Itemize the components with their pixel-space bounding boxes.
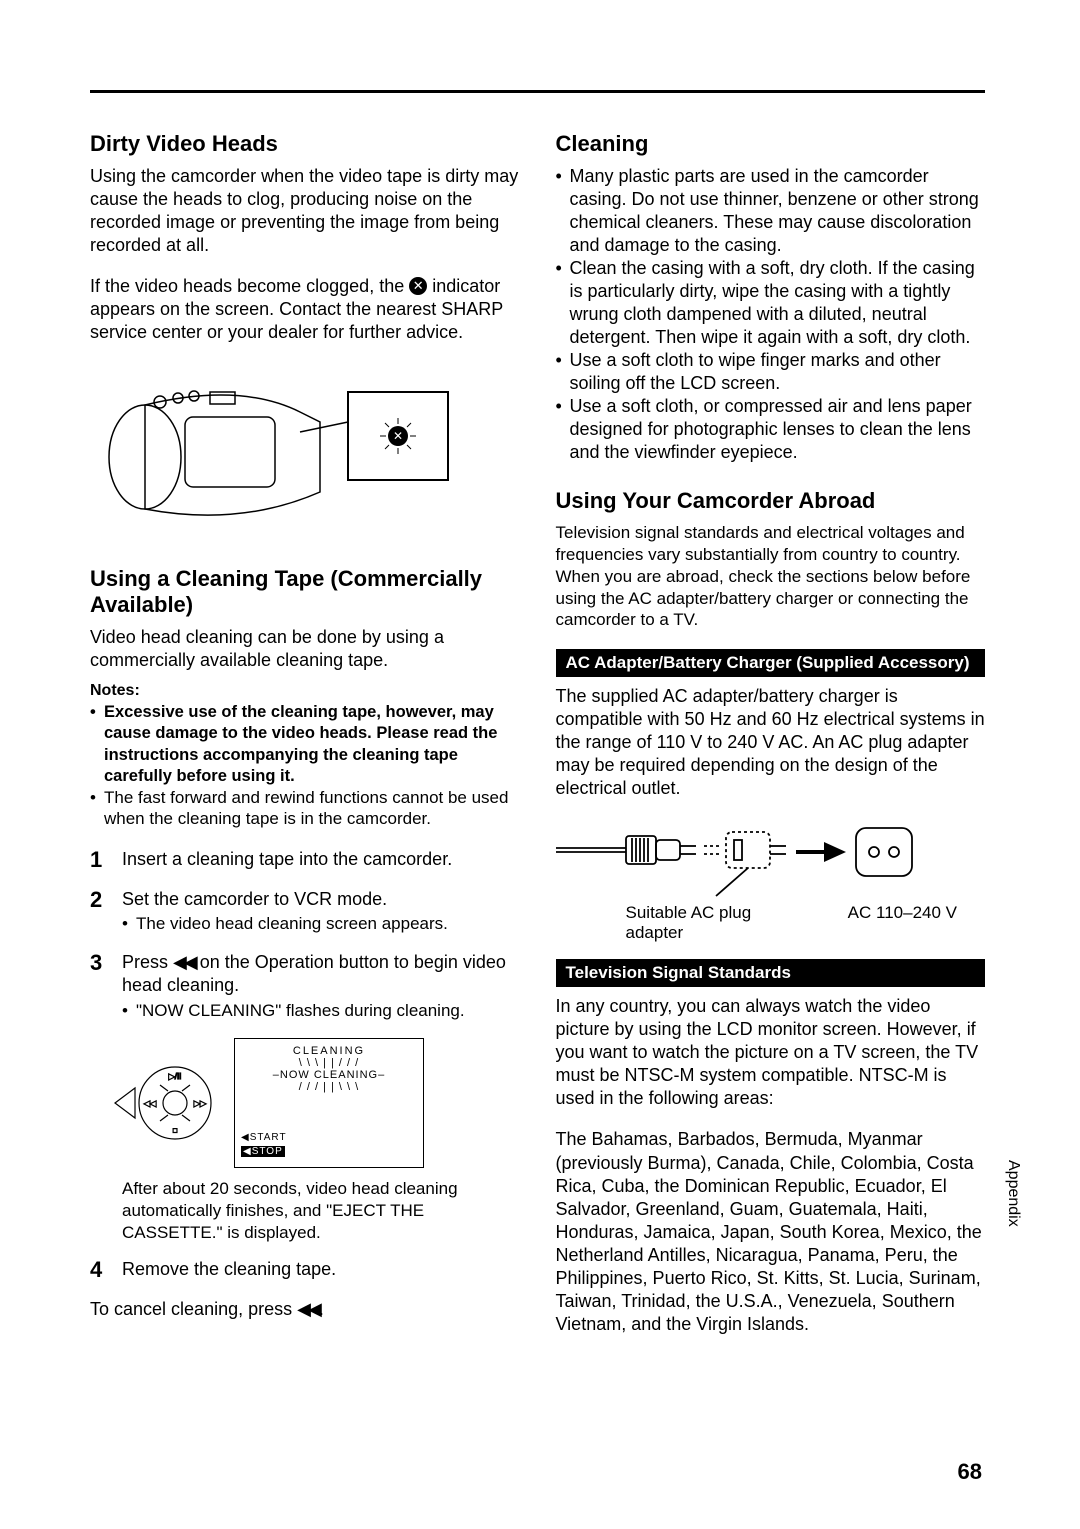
- lcd-cleaning-text: CLEANING: [241, 1045, 417, 1057]
- dirty-heads-para-2: If the video heads become clogged, the ✕…: [90, 275, 520, 344]
- operation-button-icon: ▶/II ◀◀ ▶▶ ■: [110, 1043, 220, 1163]
- cleaning-bullet-4: Use a soft cloth, or compressed air and …: [556, 395, 986, 464]
- step-2-sub: The video head cleaning screen appears.: [122, 913, 520, 935]
- lcd-dashes-1: \ \ \ | | / / /: [241, 1057, 417, 1069]
- adapter-label: Suitable AC plug adapter: [626, 903, 786, 943]
- cleaning-bullet-1: Many plastic parts are used in the camco…: [556, 165, 986, 257]
- bar-tv-standards: Television Signal Standards: [556, 959, 986, 987]
- adapter-figure: Suitable AC plug adapter AC 110–240 V: [556, 818, 986, 943]
- top-rule: [90, 90, 985, 93]
- right-column: Cleaning Many plastic parts are used in …: [556, 131, 986, 1339]
- steps-list-cont: Remove the cleaning tape.: [90, 1258, 520, 1281]
- lcd-now-cleaning-text: NOW CLEANING: [280, 1069, 378, 1081]
- svg-text:▶▶: ▶▶: [194, 1099, 207, 1108]
- left-column: Dirty Video Heads Using the camcorder wh…: [90, 131, 520, 1339]
- step-1: Insert a cleaning tape into the camcorde…: [90, 848, 520, 871]
- p2-text-a: If the video heads become clogged, the: [90, 276, 409, 296]
- step-3: Press ◀◀ on the Operation button to begi…: [90, 951, 520, 1022]
- step-4: Remove the cleaning tape.: [90, 1258, 520, 1281]
- cleaning-lcd: CLEANING \ \ \ | | / / / –NOW CLEANING– …: [234, 1038, 424, 1168]
- svg-text:◀◀: ◀◀: [144, 1099, 157, 1108]
- steps-list: Insert a cleaning tape into the camcorde…: [90, 848, 520, 1022]
- step-3-sub: "NOW CLEANING" flashes during cleaning.: [122, 1000, 520, 1022]
- heading-cleaning: Cleaning: [556, 131, 986, 157]
- abroad-para-1: Television signal standards and electric…: [556, 522, 986, 631]
- tv-para-2: The Bahamas, Barbados, Bermuda, Myanmar …: [556, 1128, 986, 1335]
- page-number: 68: [958, 1459, 982, 1485]
- cleaning-bullet-3: Use a soft cloth to wipe finger marks an…: [556, 349, 986, 395]
- note-1: Excessive use of the cleaning tape, howe…: [90, 702, 520, 786]
- heading-abroad: Using Your Camcorder Abroad: [556, 488, 986, 514]
- cleaning-screen-figure: ▶/II ◀◀ ▶▶ ■ CLEANING \ \ \ | | / / / –N…: [110, 1038, 520, 1168]
- bar-ac-adapter: AC Adapter/Battery Charger (Supplied Acc…: [556, 649, 986, 677]
- svg-text:▶/II: ▶/II: [169, 1072, 182, 1081]
- camcorder-figure: ✕: [90, 362, 520, 542]
- rewind-icon: ◀◀: [173, 952, 195, 972]
- lcd-dashes-2: / / / | | \ \ \: [241, 1081, 417, 1093]
- cleaning-bullets: Many plastic parts are used in the camco…: [556, 165, 986, 464]
- ac-adapter-para: The supplied AC adapter/battery charger …: [556, 685, 986, 800]
- step-3-after: After about 20 seconds, video head clean…: [122, 1178, 520, 1244]
- svg-text:■: ■: [173, 1126, 178, 1135]
- notes-list: Excessive use of the cleaning tape, howe…: [90, 702, 520, 830]
- rewind-icon-2: ◀◀: [297, 1299, 319, 1319]
- cancel-line: To cancel cleaning, press ◀◀.: [90, 1298, 520, 1321]
- side-tab-appendix: Appendix: [1004, 1160, 1022, 1227]
- heading-dirty-video-heads: Dirty Video Heads: [90, 131, 520, 157]
- heading-cleaning-tape: Using a Cleaning Tape (Commercially Avai…: [90, 566, 520, 618]
- voltage-label: AC 110–240 V: [848, 903, 957, 943]
- notes-label: Notes:: [90, 682, 520, 700]
- note-2: The fast forward and rewind functions ca…: [90, 787, 520, 831]
- cleaning-tape-para: Video head cleaning can be done by using…: [90, 626, 520, 672]
- cleaning-bullet-2: Clean the casing with a soft, dry cloth.…: [556, 257, 986, 349]
- step-2: Set the camcorder to VCR mode. The video…: [90, 888, 520, 935]
- two-column-layout: Dirty Video Heads Using the camcorder wh…: [90, 131, 985, 1339]
- svg-text:✕: ✕: [393, 429, 403, 443]
- dirty-heads-para-1: Using the camcorder when the video tape …: [90, 165, 520, 257]
- lcd-stop: STOP: [252, 1146, 283, 1157]
- tv-para-1: In any country, you can always watch the…: [556, 995, 986, 1110]
- lcd-start: START: [250, 1132, 287, 1143]
- clog-indicator-icon: ✕: [409, 277, 427, 295]
